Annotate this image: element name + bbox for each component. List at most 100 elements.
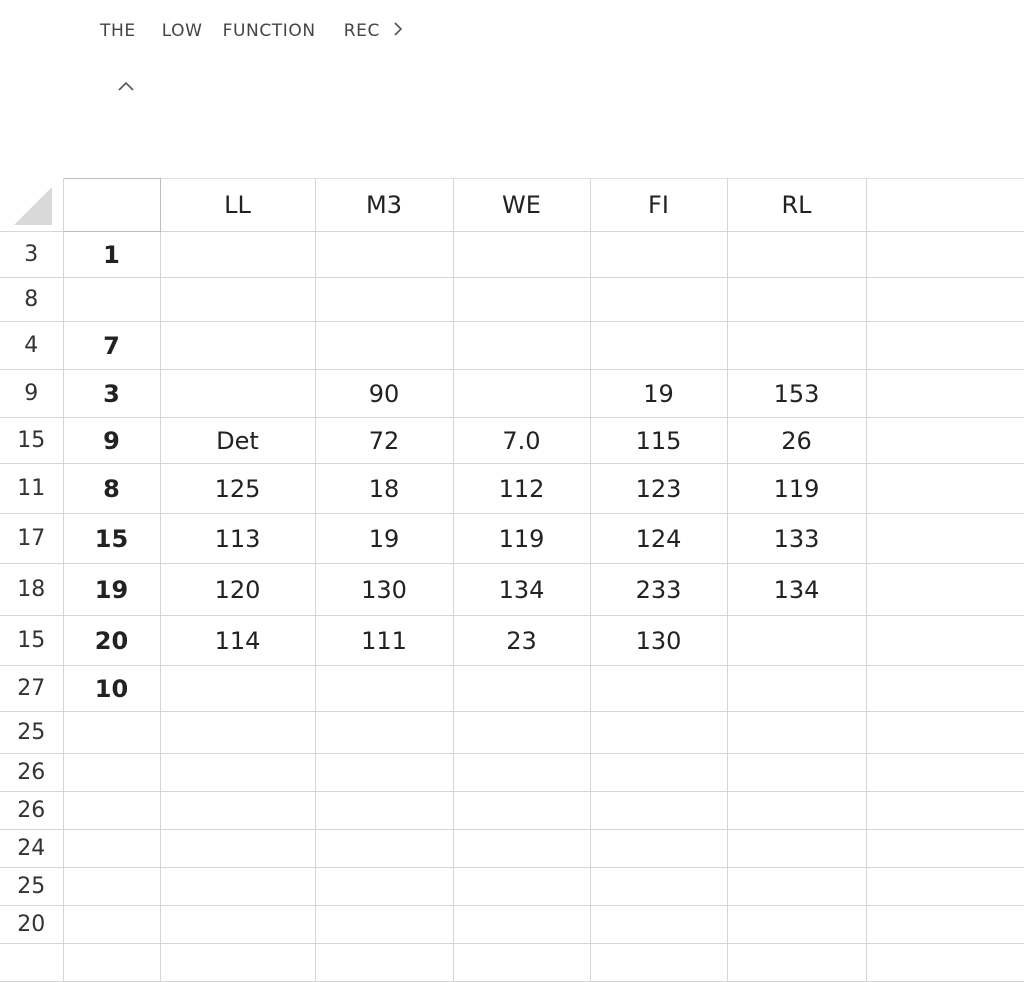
cell[interactable] bbox=[726, 753, 867, 792]
cell[interactable] bbox=[726, 943, 867, 982]
cell[interactable]: 7 bbox=[62, 321, 161, 370]
cell[interactable]: 19 bbox=[589, 369, 728, 418]
cell[interactable] bbox=[865, 905, 1024, 944]
cell[interactable] bbox=[452, 753, 591, 792]
cell[interactable] bbox=[865, 513, 1024, 564]
cell[interactable] bbox=[589, 711, 728, 754]
cell[interactable] bbox=[589, 943, 728, 982]
cell[interactable]: 123 bbox=[589, 463, 728, 514]
cell[interactable] bbox=[159, 829, 316, 868]
row-header[interactable]: 15 bbox=[0, 417, 64, 464]
cell[interactable] bbox=[159, 943, 316, 982]
row-header[interactable]: 15 bbox=[0, 615, 64, 666]
cell[interactable] bbox=[865, 417, 1024, 464]
cell[interactable] bbox=[865, 321, 1024, 370]
cell[interactable]: 134 bbox=[452, 563, 591, 616]
cell[interactable]: 112 bbox=[452, 463, 591, 514]
row-header[interactable]: 11 bbox=[0, 463, 64, 514]
cell[interactable]: 120 bbox=[159, 563, 316, 616]
cell[interactable] bbox=[452, 867, 591, 906]
cell[interactable] bbox=[159, 905, 316, 944]
cell[interactable] bbox=[865, 829, 1024, 868]
column-header[interactable]: WE bbox=[452, 178, 591, 232]
cell[interactable]: 90 bbox=[314, 369, 454, 418]
column-header[interactable]: M3 bbox=[314, 178, 454, 232]
cell[interactable] bbox=[865, 231, 1024, 278]
cell[interactable] bbox=[452, 277, 591, 322]
row-header[interactable]: 24 bbox=[0, 829, 64, 868]
row-header[interactable]: 27 bbox=[0, 665, 64, 712]
cell[interactable] bbox=[726, 829, 867, 868]
chevron-up-icon[interactable] bbox=[114, 74, 138, 98]
cell[interactable] bbox=[865, 563, 1024, 616]
column-header[interactable]: FI bbox=[589, 178, 728, 232]
cell[interactable] bbox=[452, 665, 591, 712]
cell[interactable] bbox=[314, 791, 454, 830]
cell[interactable] bbox=[159, 665, 316, 712]
cell[interactable] bbox=[726, 231, 867, 278]
cell[interactable] bbox=[865, 791, 1024, 830]
cell[interactable] bbox=[589, 905, 728, 944]
cell[interactable]: 19 bbox=[314, 513, 454, 564]
cell[interactable] bbox=[159, 711, 316, 754]
cell[interactable] bbox=[726, 277, 867, 322]
row-header[interactable]: 20 bbox=[0, 905, 64, 944]
cell[interactable] bbox=[314, 829, 454, 868]
cell[interactable] bbox=[589, 665, 728, 712]
row-header[interactable]: 9 bbox=[0, 369, 64, 418]
row-header[interactable] bbox=[0, 943, 64, 982]
cell[interactable] bbox=[589, 829, 728, 868]
cell[interactable] bbox=[865, 369, 1024, 418]
cell[interactable]: 124 bbox=[589, 513, 728, 564]
cell[interactable] bbox=[452, 791, 591, 830]
cell[interactable] bbox=[865, 665, 1024, 712]
cell[interactable] bbox=[159, 867, 316, 906]
cell[interactable] bbox=[726, 711, 867, 754]
cell[interactable] bbox=[452, 905, 591, 944]
cell[interactable] bbox=[314, 867, 454, 906]
column-header[interactable]: RL bbox=[726, 178, 867, 232]
row-header[interactable]: 18 bbox=[0, 563, 64, 616]
cell[interactable]: 111 bbox=[314, 615, 454, 666]
cell[interactable]: 119 bbox=[452, 513, 591, 564]
cell[interactable]: 133 bbox=[726, 513, 867, 564]
cell[interactable]: 72 bbox=[314, 417, 454, 464]
cell[interactable]: 9 bbox=[62, 417, 161, 464]
cell[interactable] bbox=[314, 905, 454, 944]
cell[interactable]: 113 bbox=[159, 513, 316, 564]
cell[interactable]: 7.0 bbox=[452, 417, 591, 464]
tab-rec[interactable]: REC bbox=[343, 21, 380, 41]
cell[interactable] bbox=[589, 321, 728, 370]
cell[interactable]: 114 bbox=[159, 615, 316, 666]
cell[interactable] bbox=[865, 943, 1024, 982]
cell[interactable] bbox=[314, 277, 454, 322]
cell[interactable] bbox=[726, 615, 867, 666]
cell[interactable]: 1 bbox=[62, 231, 161, 278]
cell[interactable]: Det bbox=[159, 417, 316, 464]
cell[interactable] bbox=[589, 867, 728, 906]
cell[interactable]: 15 bbox=[62, 513, 161, 564]
cell[interactable] bbox=[865, 615, 1024, 666]
cell[interactable] bbox=[62, 905, 161, 944]
cell[interactable] bbox=[314, 321, 454, 370]
cell[interactable] bbox=[159, 791, 316, 830]
cell[interactable] bbox=[865, 463, 1024, 514]
cell[interactable] bbox=[159, 277, 316, 322]
cell[interactable] bbox=[452, 369, 591, 418]
cell[interactable]: 3 bbox=[62, 369, 161, 418]
cell[interactable] bbox=[62, 829, 161, 868]
column-header[interactable] bbox=[62, 178, 161, 232]
cell[interactable] bbox=[452, 231, 591, 278]
cell[interactable] bbox=[62, 753, 161, 792]
chevron-right-icon[interactable] bbox=[392, 21, 404, 42]
row-header[interactable]: 26 bbox=[0, 791, 64, 830]
cell[interactable] bbox=[159, 753, 316, 792]
row-header[interactable]: 17 bbox=[0, 513, 64, 564]
cell[interactable] bbox=[589, 791, 728, 830]
column-header[interactable]: LL bbox=[159, 178, 316, 232]
cell[interactable]: 20 bbox=[62, 615, 161, 666]
cell[interactable] bbox=[314, 753, 454, 792]
row-header[interactable]: 3 bbox=[0, 231, 64, 278]
cell[interactable] bbox=[589, 277, 728, 322]
cell[interactable]: 23 bbox=[452, 615, 591, 666]
